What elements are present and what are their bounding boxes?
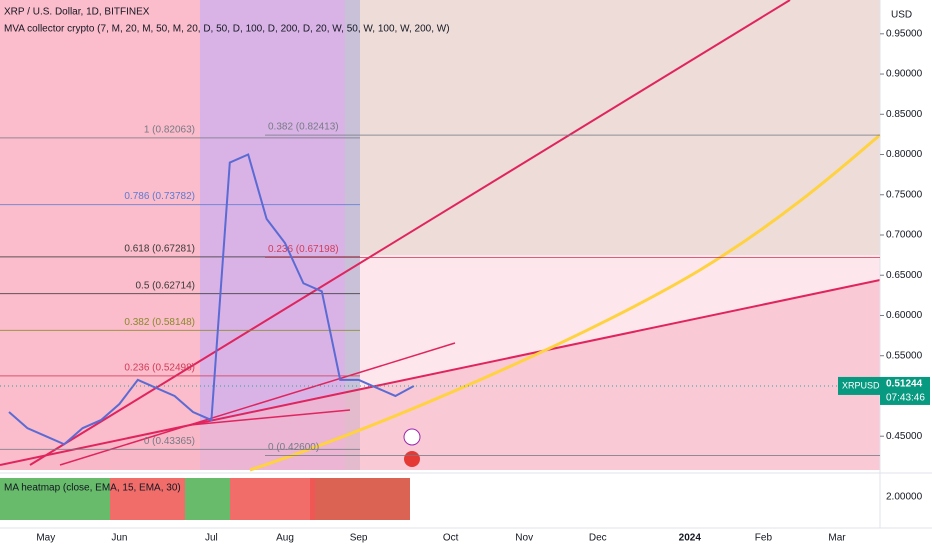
x-tick-label: Aug: [276, 533, 294, 544]
x-tick-label: Oct: [443, 533, 459, 544]
fib-label: 0 (0.43365): [144, 436, 195, 447]
fib-label: 1 (0.82063): [144, 125, 195, 136]
price-tag-countdown: 07:43:46: [886, 393, 925, 404]
x-tick-label: Feb: [755, 533, 773, 544]
trend-line: [59, 342, 456, 466]
x-tick-label: Jul: [205, 533, 218, 544]
lower-tick-label: 2.00000: [886, 492, 923, 503]
fib-label: 0.786 (0.73782): [124, 191, 195, 202]
symbol-line: XRP / U.S. Dollar, 1D, BITFINEX: [4, 7, 150, 18]
lower-pane-title: MA heatmap (close, EMA, 15, EMA, 30): [4, 483, 181, 494]
icon[interactable]: [403, 428, 421, 446]
fib-label: 0.236 (0.52498): [124, 362, 195, 373]
price-tag-value: 0.51244: [886, 379, 923, 390]
y-tick-label: 0.75000: [886, 189, 923, 200]
heat-cell: [185, 478, 230, 520]
fib-label: 0.382 (0.58148): [124, 317, 195, 328]
x-tick-label: 2024: [679, 533, 702, 544]
y-tick-label: 0.95000: [886, 28, 923, 39]
fib-label: 0.382 (0.82413): [268, 122, 339, 133]
trend-line: [0, 279, 881, 466]
x-tick-label: Jun: [111, 533, 127, 544]
zone: [360, 0, 880, 255]
indicator-line: MVA collector crypto (7, M, 20, M, 50, M…: [4, 24, 450, 35]
fib-label: 0.236 (0.67198): [268, 244, 339, 255]
x-tick-label: Sep: [350, 533, 368, 544]
heat-cell: [410, 478, 880, 520]
zone: [0, 0, 205, 470]
price-line: [8, 153, 415, 446]
x-tick-label: May: [36, 533, 55, 544]
x-tick-label: Nov: [515, 533, 533, 544]
price-tag: [880, 376, 930, 405]
zone: [345, 0, 360, 470]
y-tick-label: 0.55000: [886, 350, 923, 361]
icon[interactable]: [404, 451, 420, 467]
x-tick-label: Mar: [828, 533, 846, 544]
curve: [249, 133, 881, 472]
heat-cell: [230, 478, 315, 520]
fib-label: 0.618 (0.67281): [124, 244, 195, 255]
y-tick-label: 0.90000: [886, 69, 923, 80]
price-tag-symbol: XRPUSD: [842, 380, 880, 390]
y-tick-label: 0.45000: [886, 431, 923, 442]
x-tick-label: Dec: [589, 533, 607, 544]
y-tick-label: 0.80000: [886, 149, 923, 160]
trend-line: [189, 409, 351, 426]
heat-cell: [110, 478, 185, 520]
price-tag: [838, 376, 880, 395]
fib-label: 0 (0.42600): [268, 442, 319, 453]
heat-cell: [310, 478, 410, 520]
currency: USD: [891, 10, 912, 21]
heat-cell: [0, 478, 110, 520]
y-tick-label: 0.65000: [886, 270, 923, 281]
y-tick-label: 0.60000: [886, 310, 923, 321]
fib-label: 0.5 (0.62714): [136, 280, 196, 291]
y-tick-label: 0.70000: [886, 230, 923, 241]
y-tick-label: 0.85000: [886, 109, 923, 120]
